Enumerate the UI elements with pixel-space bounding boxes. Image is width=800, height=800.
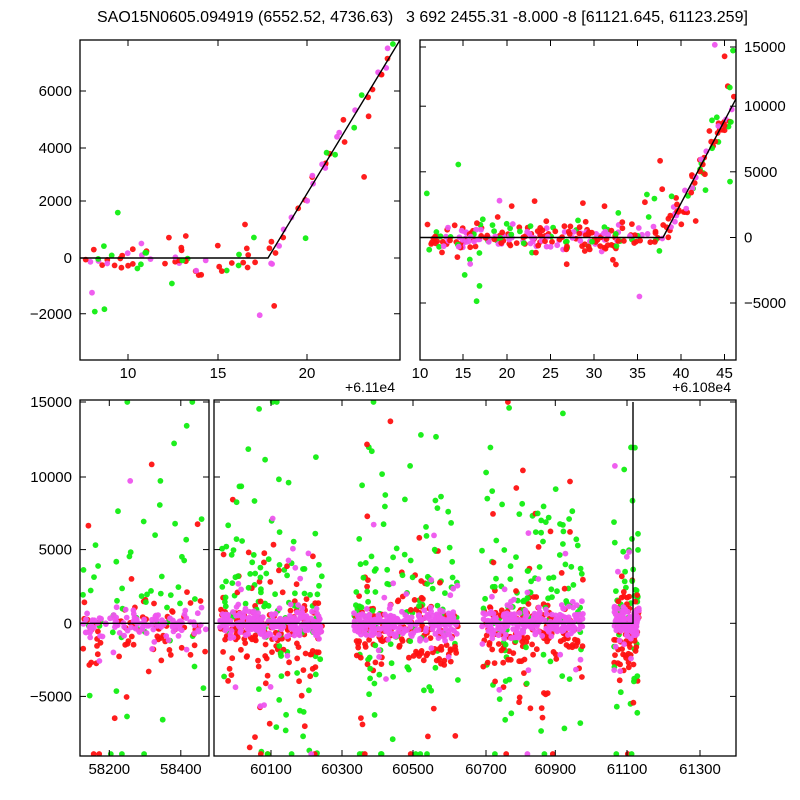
svg-text:0: 0 [64,250,72,267]
svg-text:−2000: −2000 [30,306,72,323]
svg-text:−5000: −5000 [744,295,786,312]
svg-text:15000: 15000 [744,39,786,56]
svg-text:58400: 58400 [160,761,202,778]
svg-text:61300: 61300 [679,761,721,778]
svg-text:3 692 2455.31 -8.000 -8 [61121: 3 692 2455.31 -8.000 -8 [61121.645, 6112… [406,9,748,26]
svg-text:30: 30 [586,365,603,382]
svg-text:10: 10 [120,365,137,382]
svg-text:25: 25 [542,365,559,382]
svg-text:4000: 4000 [39,140,72,157]
svg-text:5000: 5000 [39,542,72,559]
svg-text:0: 0 [744,230,752,247]
svg-text:60700: 60700 [465,761,507,778]
svg-text:−5000: −5000 [30,688,72,705]
svg-text:61100: 61100 [607,761,648,778]
svg-text:20: 20 [299,365,316,382]
svg-text:20: 20 [499,365,516,382]
svg-text:60500: 60500 [392,761,434,778]
svg-text:0: 0 [64,615,72,632]
svg-text:60900: 60900 [534,761,576,778]
svg-text:15: 15 [210,365,227,382]
svg-text:60300: 60300 [321,761,363,778]
svg-text:SAO15N0605.094919 (6552.52, 47: SAO15N0605.094919 (6552.52, 4736.63) [97,9,393,26]
svg-text:15000: 15000 [30,394,72,411]
svg-text:10: 10 [412,365,429,382]
svg-text:58200: 58200 [88,761,130,778]
svg-text:2000: 2000 [39,193,72,210]
svg-text:10000: 10000 [30,469,72,486]
svg-text:5000: 5000 [744,164,777,181]
svg-text:+6.108e4: +6.108e4 [672,379,731,395]
svg-text:15: 15 [455,365,472,382]
svg-text:10000: 10000 [744,98,786,115]
svg-text:35: 35 [629,365,646,382]
svg-text:6000: 6000 [39,83,72,100]
svg-text:+6.11e4: +6.11e4 [345,379,395,395]
svg-text:60100: 60100 [250,761,292,778]
